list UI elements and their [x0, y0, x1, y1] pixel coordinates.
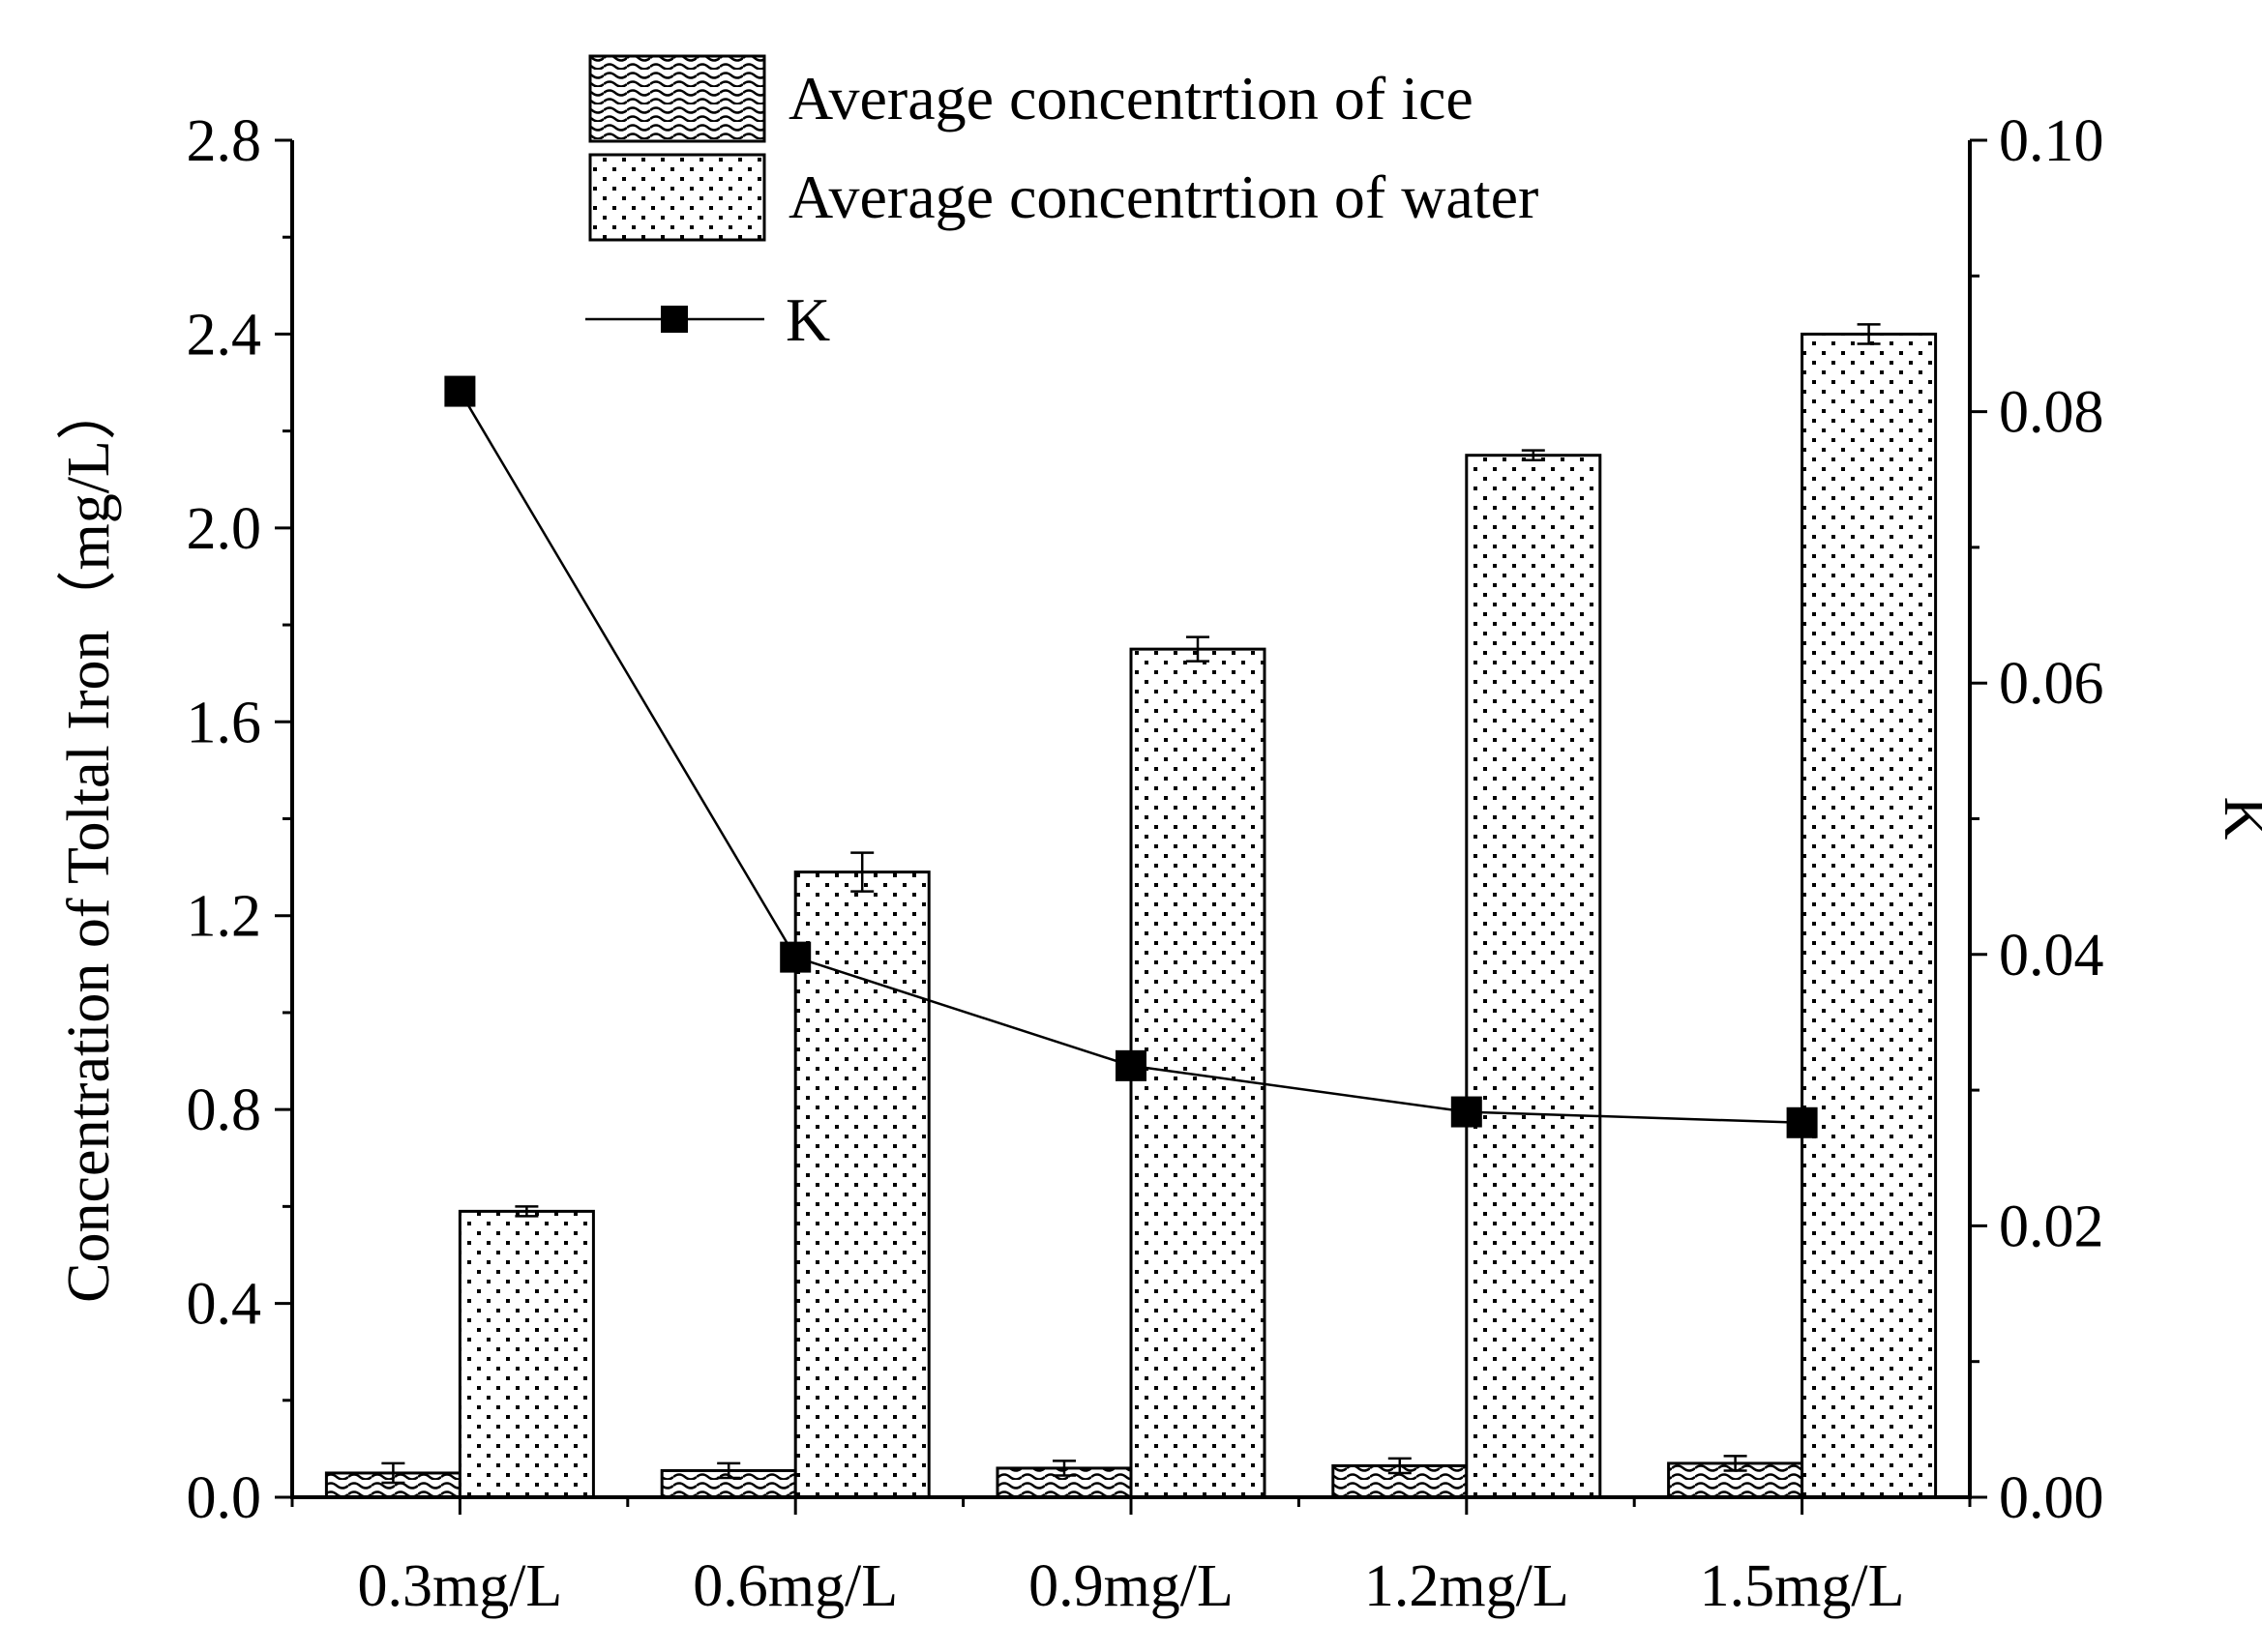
legend-label-ice: Average concentrtion of ice: [789, 64, 1473, 133]
k-point-4: [1786, 1106, 1818, 1138]
right-tick-label-4: 0.08: [1999, 380, 2104, 446]
legend-swatch-ice: [588, 54, 766, 143]
water-bar-0: [458, 1209, 595, 1499]
left-tick-label-2: 0.8: [187, 1077, 262, 1143]
left-tick-label-5: 2.0: [187, 496, 262, 562]
ticks-layer: 0.0 0.4 0.8 1.2 1.6 2.0 2.4 2.8 0.00 0.02 0.04 0.06…: [187, 108, 2104, 1619]
legend-marker-k: [661, 306, 688, 333]
x-tick-label-0: 0.3mg/L: [357, 1553, 562, 1619]
x-tick-label-4: 1.5mg/L: [1700, 1553, 1905, 1619]
water-bar-4: [1801, 332, 1938, 1499]
left-tick-label-3: 1.2: [187, 884, 262, 950]
right-tick-label-3: 0.06: [1999, 651, 2104, 717]
bars-layer: [324, 323, 1938, 1499]
right-tick-label-1: 0.02: [1999, 1194, 2104, 1259]
k-point-1: [780, 941, 812, 973]
left-tick-label-0: 0.0: [187, 1465, 262, 1531]
left-tick-label-6: 2.4: [187, 302, 262, 368]
right-tick-label-2: 0.04: [1999, 923, 2104, 988]
legend-label-k: K: [786, 285, 830, 354]
right-axis-title: K: [2212, 797, 2262, 841]
k-line-layer: [444, 375, 1818, 1138]
left-tick-label-4: 1.6: [187, 690, 262, 755]
legend: Average concentrtion of ice Average conc…: [585, 54, 1538, 354]
x-tick-label-2: 0.9mg/L: [1028, 1553, 1234, 1619]
k-point-0: [444, 375, 476, 407]
k-point-3: [1450, 1096, 1482, 1128]
right-tick-label-5: 0.10: [1999, 108, 2104, 174]
water-bar-3: [1465, 454, 1602, 1499]
left-tick-label-1: 0.4: [187, 1272, 262, 1338]
legend-label-water: Average concentrtion of water: [789, 162, 1538, 231]
k-point-2: [1116, 1049, 1146, 1081]
x-tick-label-1: 0.6mg/L: [693, 1553, 898, 1619]
right-tick-label-0: 0.00: [1999, 1465, 2104, 1531]
water-bar-1: [793, 870, 931, 1499]
water-bar-2: [1129, 647, 1266, 1499]
left-tick-label-7: 2.8: [187, 108, 262, 174]
x-tick-label-3: 1.2mg/L: [1364, 1553, 1569, 1619]
legend-swatch-water: [588, 153, 766, 242]
left-axis-title: Concentration of Toltal Iron（mg/L）: [56, 380, 122, 1303]
